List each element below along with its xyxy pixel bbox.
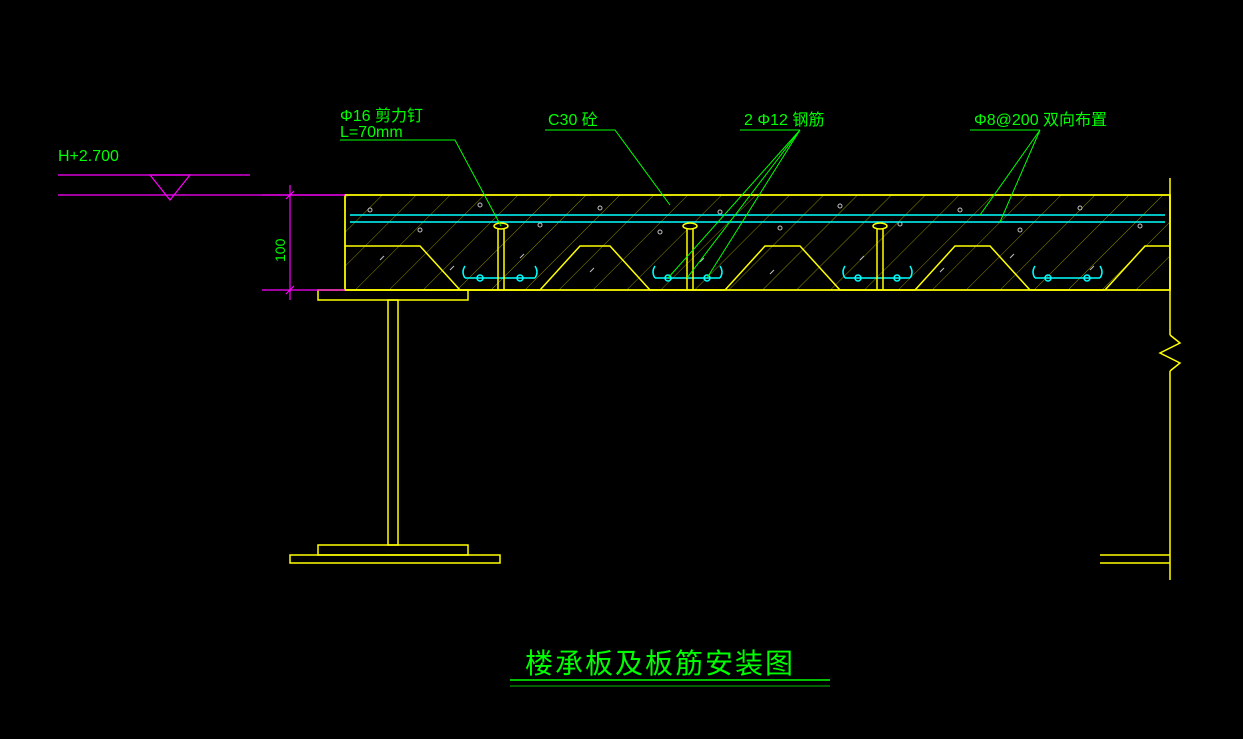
elevation-label: H+2.700 [58, 148, 119, 166]
shear-stud-label-1: Φ16 剪力钉 [340, 102, 423, 126]
elevation-mark [58, 175, 345, 200]
steel-ibeam [290, 290, 500, 563]
mesh-rebar-label: Φ8@200 双向布置 [974, 106, 1107, 130]
bottom-rebar-label: 2 Φ12 钢筋 [744, 106, 824, 130]
shear-stud-label-2: L=70mm [340, 124, 403, 142]
drawing-title: 楼承板及板筋安装图 [525, 642, 795, 682]
concrete-label: C30 砼 [548, 106, 598, 130]
dim-thickness-value: 100 [272, 239, 288, 262]
